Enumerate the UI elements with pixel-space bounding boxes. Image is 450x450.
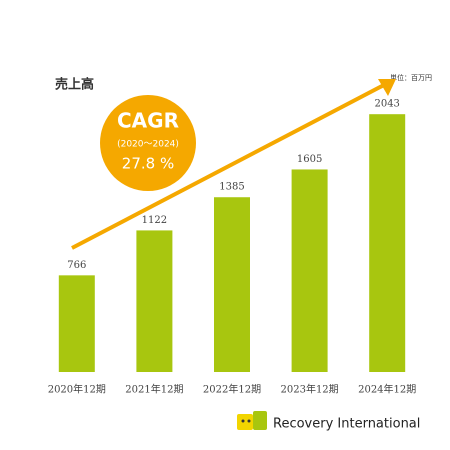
value-label: 1122 xyxy=(142,215,167,226)
cagr-badge xyxy=(100,95,196,191)
x-tick-label: 2020年12期 xyxy=(48,383,106,396)
x-tick-label: 2024年12期 xyxy=(358,383,416,396)
unit-label: 単位：百万円 xyxy=(390,73,432,82)
bar xyxy=(214,197,250,372)
bar xyxy=(58,275,95,372)
value-label: 766 xyxy=(67,260,86,271)
chart-title: 売上高 xyxy=(55,77,94,93)
x-tick-label: 2023年12期 xyxy=(281,383,339,396)
logo-icon xyxy=(247,419,251,423)
trend-arrow xyxy=(71,83,385,250)
bar xyxy=(291,169,328,372)
logo-icon xyxy=(253,411,267,430)
cagr-period: (2020～2024) xyxy=(117,140,179,150)
logo-icon xyxy=(237,414,253,430)
value-label: 1605 xyxy=(297,154,322,165)
cagr-value: 27.8 % xyxy=(122,155,174,173)
bar xyxy=(369,114,406,372)
logo-icon xyxy=(241,419,245,423)
value-label: 2043 xyxy=(374,99,399,110)
bar xyxy=(136,230,173,372)
x-tick-label: 2021年12期 xyxy=(125,383,183,396)
brand-name: Recovery International xyxy=(273,417,420,432)
logo: Recovery International xyxy=(237,411,420,432)
value-label: 1385 xyxy=(219,182,244,193)
cagr-label: CAGR xyxy=(117,109,179,133)
trend-arrow-head xyxy=(378,79,396,96)
x-tick-label: 2022年12期 xyxy=(203,383,261,396)
